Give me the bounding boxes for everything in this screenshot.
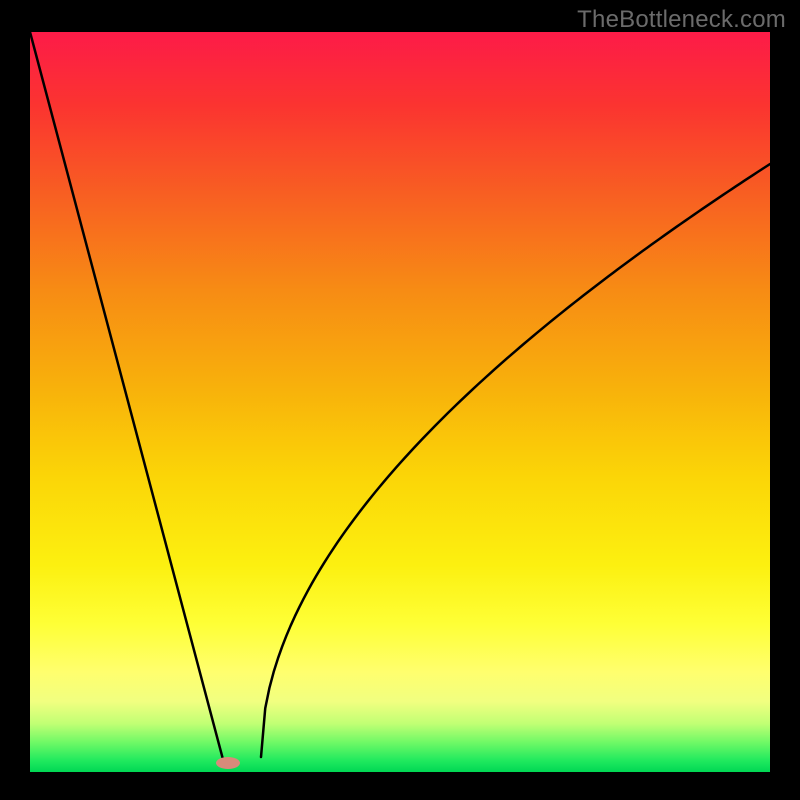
minimum-marker	[216, 757, 240, 769]
watermark-text: TheBottleneck.com	[577, 6, 786, 34]
gradient-background	[30, 32, 770, 772]
chart-svg	[30, 32, 770, 772]
plot-area	[30, 32, 770, 772]
outer-frame: TheBottleneck.com	[0, 0, 800, 800]
